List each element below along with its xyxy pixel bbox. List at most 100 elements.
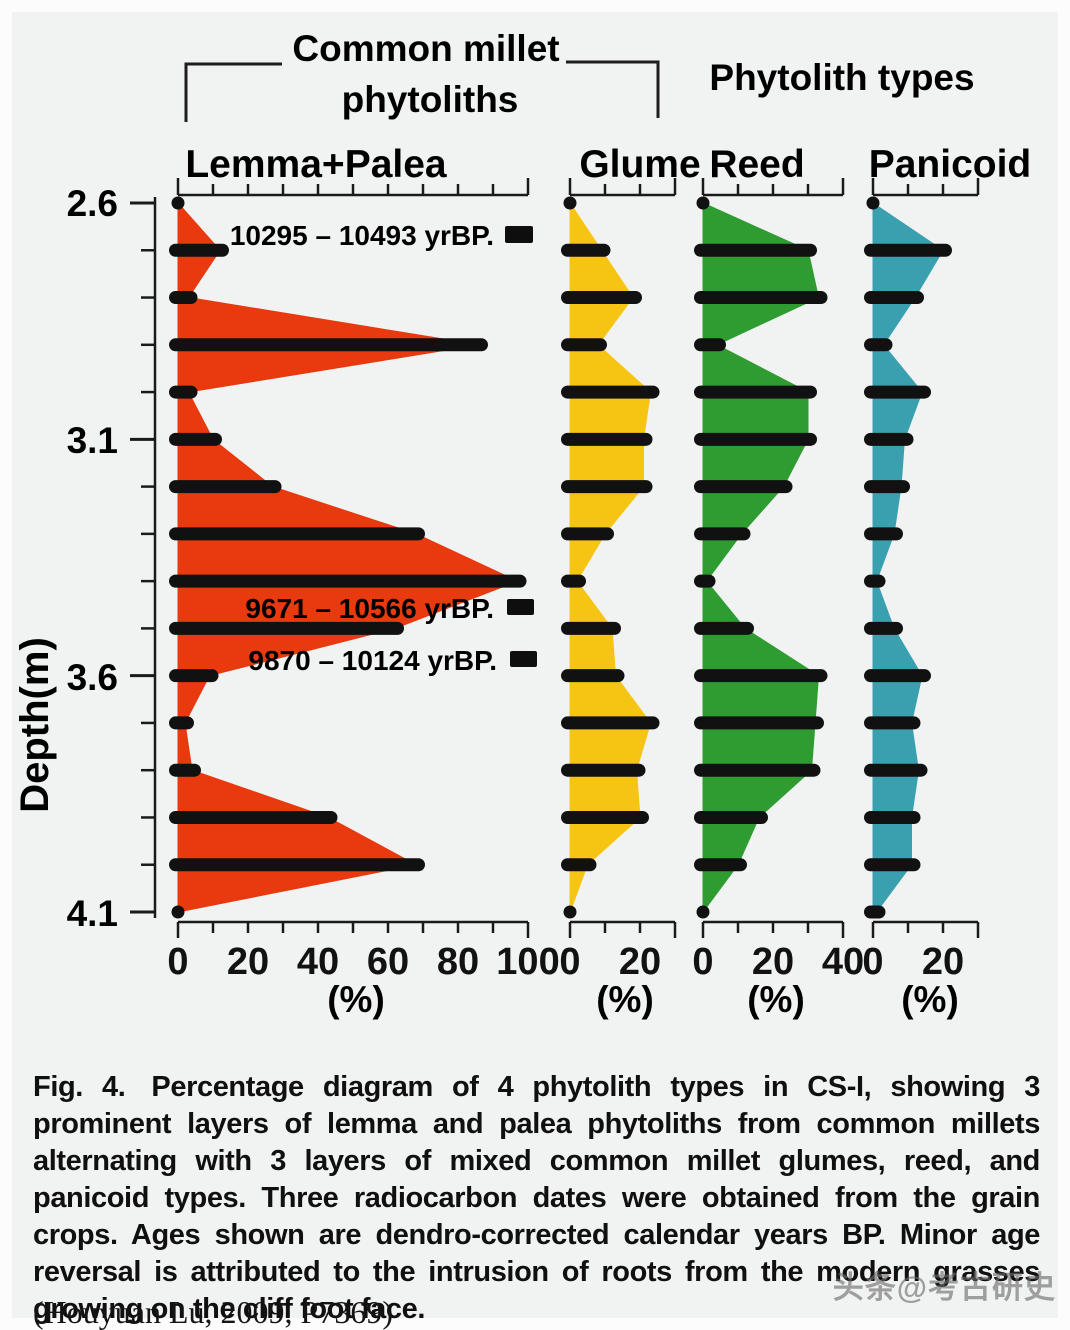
sample-bar: [864, 291, 924, 305]
sample-dot: [563, 196, 577, 210]
sample-dot: [866, 196, 880, 210]
depth-tick-label: 4.1: [67, 893, 118, 934]
sample-bar: [169, 480, 282, 494]
sample-bar: [864, 243, 952, 257]
sample-bar: [561, 480, 653, 494]
sample-bar: [561, 291, 642, 305]
axis-tick-label: 100: [496, 941, 559, 983]
sample-dot: [563, 905, 577, 919]
sample-bar: [169, 574, 527, 588]
depth-tick-label: 3.6: [67, 657, 118, 698]
sample-bar: [694, 810, 768, 824]
axis-tick-label: 80: [437, 941, 479, 983]
axis-tick-label: 0: [692, 941, 713, 983]
sample-bar: [561, 810, 649, 824]
sample-bar: [864, 858, 921, 872]
radiocarbon-annotation: 9870 – 10124 yrBP.: [248, 645, 537, 676]
panel-title-glume: Glume: [579, 143, 700, 186]
sample-bar: [169, 385, 198, 399]
sample-bar: [694, 527, 751, 541]
sample-bar: [864, 621, 903, 635]
sample-bar: [169, 243, 229, 257]
panel-title-reed: Reed: [709, 143, 804, 186]
sample-bar: [561, 621, 621, 635]
panel-title-lemma-palea: Lemma+Palea: [185, 143, 447, 186]
sample-bar: [694, 243, 817, 257]
area-fill-lemma-palea: [177, 201, 519, 913]
axis-tick-label: 0: [862, 941, 883, 983]
sample-bar: [169, 621, 404, 635]
radiocarbon-sample-marker: [505, 226, 533, 243]
axis-tick-label: 20: [752, 941, 794, 983]
sample-bar: [694, 574, 716, 588]
sample-dot: [171, 905, 185, 919]
sample-bar: [694, 669, 828, 683]
sample-dot: [696, 905, 710, 919]
sample-bar: [864, 810, 921, 824]
area-fill-reed: [702, 202, 820, 914]
depth-axis-label: Depth(m): [13, 637, 57, 813]
radiocarbon-sample-marker: [510, 651, 537, 667]
sample-bar: [169, 291, 198, 305]
sample-bar: [694, 385, 817, 399]
sample-dot: [696, 196, 710, 210]
sample-bar: [694, 716, 824, 730]
chart-body: 0 20 40 60 80 100 0 20 0 20 400 20: [130, 178, 980, 983]
sample-bar: [561, 763, 646, 777]
radiocarbon-date-label: 9870 – 10124 yrBP.: [248, 645, 497, 676]
axis-tick-label: 40: [822, 941, 864, 983]
sample-bar: [694, 763, 821, 777]
axis-tick-label: 40: [297, 941, 339, 983]
sample-bar: [864, 527, 903, 541]
bracket-title-line1: Common millet: [292, 28, 559, 69]
sample-bar: [169, 810, 338, 824]
sample-bar: [561, 385, 660, 399]
sample-bar: [561, 669, 625, 683]
figure-source: (Houyuan Lu, 2009, P7369): [33, 1294, 393, 1330]
sample-bar: [561, 716, 660, 730]
axis-tick-label: 0: [559, 941, 580, 983]
sample-bar: [864, 432, 914, 446]
sample-bar: [864, 763, 928, 777]
axis-tick-label: 20: [227, 941, 269, 983]
common-millet-bracket: [184, 60, 660, 122]
phytolith-depth-profile-chart: Common millet phytoliths Phytolith types…: [13, 28, 1032, 1020]
sample-bar: [169, 527, 425, 541]
sample-bar: [561, 338, 607, 352]
depth-tick-label: 3.1: [67, 420, 118, 461]
axis-tick-label: 20: [619, 941, 661, 983]
percent-unit-label: (%): [901, 979, 959, 1020]
radiocarbon-sample-marker: [507, 599, 534, 615]
sample-bar: [694, 338, 726, 352]
sample-bar: [694, 480, 793, 494]
sample-bar: [694, 432, 817, 446]
sample-bar: [169, 669, 219, 683]
radiocarbon-annotation: 9671 – 10566 yrBP.: [245, 593, 534, 624]
sample-bar: [169, 858, 425, 872]
sample-bar: [694, 858, 747, 872]
bracket-title-line2: phytoliths: [342, 79, 519, 120]
sample-bar: [694, 621, 754, 635]
axis-tick-label: 60: [367, 941, 409, 983]
figure-caption-text: Percentage diagram of 4 phytolith types …: [33, 1071, 1040, 1325]
sample-bar: [864, 338, 893, 352]
percent-unit-label: (%): [747, 979, 805, 1020]
right-header: Phytolith types: [709, 57, 974, 98]
sample-bar: [169, 432, 222, 446]
sample-bar: [561, 432, 653, 446]
sample-dot: [171, 196, 185, 210]
percent-unit-label: (%): [327, 979, 385, 1020]
sample-bar: [561, 527, 614, 541]
figure-caption: Fig. 4. Percentage diagram of 4 phytolith…: [33, 1069, 1040, 1328]
sample-bar: [169, 338, 488, 352]
panel-title-panicoid: Panicoid: [869, 143, 1032, 186]
radiocarbon-date-label: 9671 – 10566 yrBP.: [245, 593, 494, 624]
figure-caption-label: Fig. 4.: [33, 1071, 126, 1103]
sample-bar: [864, 669, 931, 683]
axis-tick-label: 0: [167, 941, 188, 983]
sample-bar: [561, 858, 597, 872]
watermark: 头条@考古研史: [832, 1270, 1056, 1305]
radiocarbon-date-label: 10295 – 10493 yrBP.: [230, 220, 494, 251]
area-fill-panicoid: [872, 202, 944, 913]
depth-tick-label: 2.6: [67, 183, 118, 224]
